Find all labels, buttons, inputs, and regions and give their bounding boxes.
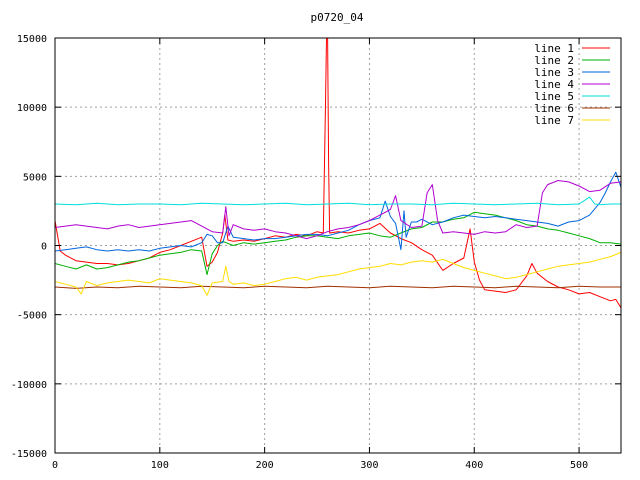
series-line-5 bbox=[55, 196, 621, 206]
grid bbox=[55, 38, 621, 453]
y-tick-label: 5000 bbox=[23, 172, 47, 183]
series-line-4 bbox=[55, 180, 621, 240]
y-tick-label: 10000 bbox=[17, 103, 47, 114]
series-line-1 bbox=[55, 38, 621, 309]
legend-label: line 3 bbox=[534, 66, 574, 79]
legend-label: line 7 bbox=[534, 114, 574, 127]
series-line-7 bbox=[55, 251, 621, 296]
y-tick-label: -10000 bbox=[11, 380, 47, 391]
axis-ticks: 0 100 200 300 400 500 -15000 -10000 -5000 0 5000 10… bbox=[11, 34, 621, 471]
x-tick-label: 200 bbox=[256, 460, 274, 471]
legend-label: line 4 bbox=[534, 78, 574, 91]
legend-label: line 6 bbox=[534, 102, 574, 115]
x-tick-label: 100 bbox=[151, 460, 169, 471]
x-tick-label: 300 bbox=[360, 460, 378, 471]
x-tick-label: 400 bbox=[465, 460, 483, 471]
x-tick-label: 0 bbox=[52, 460, 58, 471]
y-tick-label: -5000 bbox=[17, 311, 47, 322]
series-layer bbox=[55, 38, 621, 309]
chart-title: p0720_04 bbox=[311, 11, 364, 24]
series-line-2 bbox=[55, 211, 621, 276]
y-tick-label: -15000 bbox=[11, 449, 47, 460]
legend-label: line 5 bbox=[534, 90, 574, 103]
y-tick-label: 15000 bbox=[17, 34, 47, 45]
x-tick-label: 500 bbox=[570, 460, 588, 471]
series-line-6 bbox=[55, 285, 621, 289]
legend-label: line 1 bbox=[534, 42, 574, 55]
legend-label: line 2 bbox=[534, 54, 574, 67]
y-tick-label: 0 bbox=[41, 242, 47, 253]
